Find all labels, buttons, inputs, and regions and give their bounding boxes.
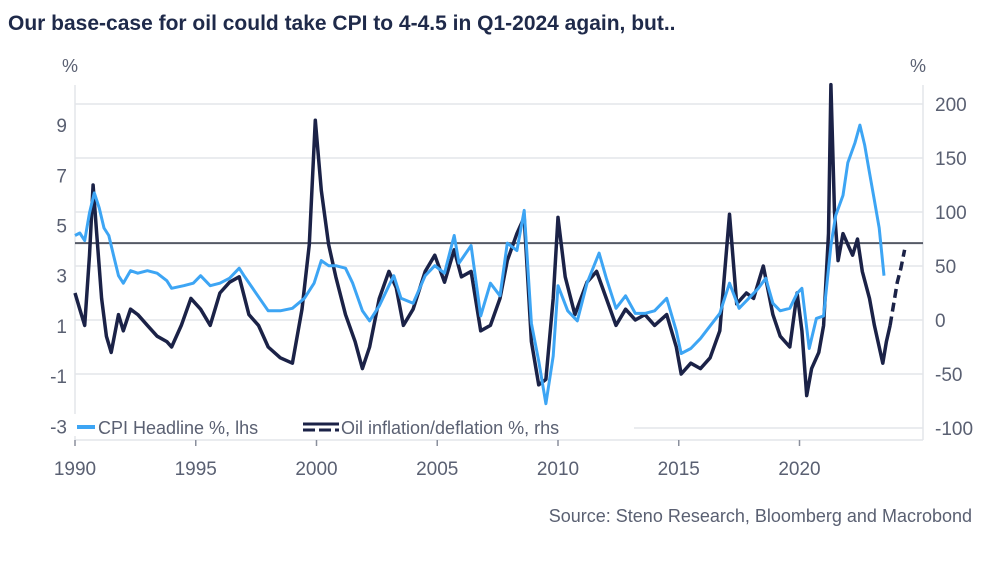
gridlines bbox=[75, 103, 923, 429]
cpi-line bbox=[74, 123, 886, 406]
left-axis-tick-label: 7 bbox=[56, 166, 67, 187]
left-axis-unit: % bbox=[62, 56, 78, 76]
left-axis-tick-label: 3 bbox=[56, 267, 67, 288]
x-axis-tick-label: 2000 bbox=[295, 459, 337, 480]
oil-line bbox=[73, 82, 892, 398]
x-axis-tick-label: 1995 bbox=[175, 459, 217, 480]
legend: CPI Headline %, lhs Oil inflation/deflat… bbox=[74, 414, 634, 438]
axes: 200 150 100 50 0 -50 -100 9 7 5 3 1 -1 -3 1990 1995 2000… bbox=[50, 85, 973, 480]
left-axis-tick-label: -3 bbox=[50, 417, 67, 438]
left-axis-tick-label: 1 bbox=[56, 317, 67, 338]
source-note: Source: Steno Research, Bloomberg and Ma… bbox=[549, 506, 972, 526]
legend-label-cpi: CPI Headline %, lhs bbox=[98, 418, 258, 438]
right-axis-tick-label: 50 bbox=[935, 257, 956, 278]
legend-background bbox=[74, 414, 634, 436]
x-axis-tick-label: 2010 bbox=[537, 459, 579, 480]
right-axis-tick-label: 200 bbox=[935, 95, 967, 116]
x-axis-tick-label: 2020 bbox=[778, 459, 820, 480]
x-axis-tick-label: 1990 bbox=[54, 459, 96, 480]
left-axis-tick-label: 9 bbox=[56, 116, 67, 137]
right-axis-unit: % bbox=[910, 56, 926, 76]
right-axis-tick-label: 150 bbox=[935, 149, 967, 170]
right-axis-tick-label: -100 bbox=[935, 419, 973, 440]
left-axis-tick-label: -1 bbox=[50, 367, 67, 388]
series-lines bbox=[73, 82, 923, 406]
chart-title: Our base-case for oil could take CPI to … bbox=[8, 12, 676, 35]
x-axis-tick-label: 2015 bbox=[658, 459, 700, 480]
left-axis-tick-label: 5 bbox=[56, 217, 67, 238]
legend-label-oil: Oil inflation/deflation %, rhs bbox=[341, 418, 559, 438]
right-axis-tick-label: 0 bbox=[935, 311, 946, 332]
right-axis-tick-label: -50 bbox=[935, 365, 962, 386]
oil-projection-line bbox=[888, 249, 907, 326]
x-axis-tick-label: 2005 bbox=[416, 459, 458, 480]
right-axis-tick-label: 100 bbox=[935, 203, 967, 224]
